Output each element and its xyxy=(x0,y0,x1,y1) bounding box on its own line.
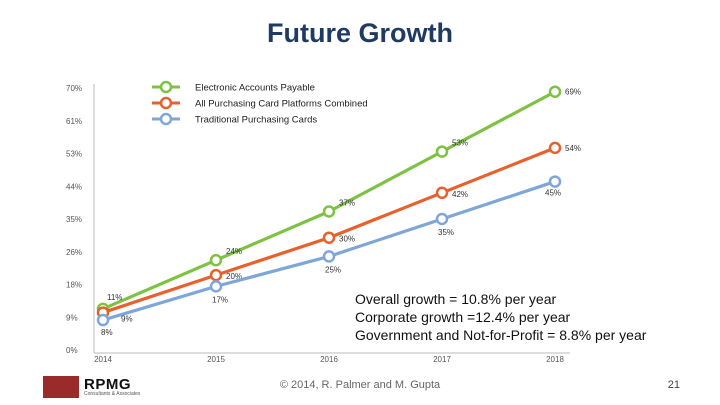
copyright-footer: © 2014, R. Palmer and M. Gupta xyxy=(279,379,441,391)
x-tick-label: 2015 xyxy=(207,355,225,364)
data-point xyxy=(548,141,562,155)
series-1: 11% 24% 37% 53% 69% xyxy=(96,85,581,316)
data-point xyxy=(548,85,562,98)
data-label: 25% xyxy=(325,265,341,274)
data-point xyxy=(548,175,562,188)
data-label: 69% xyxy=(565,88,581,97)
x-tick-labels: 2014 2015 2016 2017 2018 xyxy=(94,355,564,364)
legend-label: All Purchasing Card Platforms Combined xyxy=(195,99,368,110)
logo-subtitle: Consultants & Associates xyxy=(84,391,141,397)
legend-label: Electronic Accounts Payable xyxy=(195,83,315,94)
data-point xyxy=(322,231,336,244)
data-point xyxy=(322,205,336,218)
x-tick-label: 2018 xyxy=(546,355,564,364)
logo-name: RPMG xyxy=(84,376,131,393)
data-label: 35% xyxy=(438,228,454,237)
data-label: 54% xyxy=(565,144,581,153)
x-tick-label: 2014 xyxy=(94,355,112,364)
data-label: 11% xyxy=(107,293,122,302)
note-overall-growth: Overall growth = 10.8% per year xyxy=(355,291,557,307)
legend-item: Traditional Purchasing Cards xyxy=(152,112,317,126)
data-point xyxy=(209,253,223,267)
y-tick-label: 70% xyxy=(66,84,82,93)
x-tick-label: 2017 xyxy=(433,355,451,364)
y-tick-label: 0% xyxy=(66,346,78,355)
note-corporate-growth: Corporate growth =12.4% per year xyxy=(355,309,571,325)
data-label: 42% xyxy=(452,190,468,199)
series-2: 20% 30% 42% 54% xyxy=(96,141,581,319)
legend-swatch-marker xyxy=(159,96,173,110)
y-tick-label: 18% xyxy=(66,281,82,290)
y-tick-labels: 0% 9% 18% 26% 35% 44% 53% 61% 70% xyxy=(66,84,82,355)
data-label: 30% xyxy=(339,235,355,244)
data-point xyxy=(96,313,110,327)
chart-legend: Electronic Accounts Payable All Purchasin… xyxy=(152,80,368,126)
page-number: 21 xyxy=(667,379,680,391)
data-point xyxy=(435,186,449,200)
data-point xyxy=(209,268,223,282)
growth-notes: Overall growth = 10.8% per year Corporat… xyxy=(355,290,715,344)
x-tick-label: 2016 xyxy=(320,355,338,364)
legend-swatch-marker xyxy=(159,80,173,94)
legend-item: Electronic Accounts Payable xyxy=(152,80,315,94)
legend-swatch-marker xyxy=(159,112,173,126)
series-line xyxy=(102,146,556,315)
y-tick-label: 44% xyxy=(66,182,82,191)
data-label: 37% xyxy=(339,199,355,208)
rpmg-logo: RPMG Consultants & Associates xyxy=(43,376,161,398)
data-label: 8% xyxy=(101,328,113,337)
data-label: 53% xyxy=(452,139,468,148)
data-label: 45% xyxy=(545,189,561,198)
data-point xyxy=(435,145,449,158)
chart-axes xyxy=(93,84,570,354)
y-tick-label: 26% xyxy=(66,248,82,257)
series-line xyxy=(102,90,556,311)
y-tick-label: 35% xyxy=(66,215,82,224)
series-3: 8% 17% 25% 35% 45% xyxy=(96,175,562,337)
y-tick-label: 61% xyxy=(66,117,82,126)
slide-title: Future Growth xyxy=(267,18,453,48)
legend-label: Traditional Purchasing Cards xyxy=(195,115,317,126)
series-lines: 11% 24% 37% 53% 69% 20% 30% 42% 54% 8% 17% 25% 35% 45… xyxy=(96,85,581,337)
data-point xyxy=(322,250,336,263)
data-label: 24% xyxy=(226,247,242,256)
logo-mark xyxy=(43,376,79,398)
y-tick-label: 9% xyxy=(66,313,78,322)
data-label: 17% xyxy=(212,295,228,304)
data-label: 20% xyxy=(226,272,242,281)
note-government-growth: Government and Not-for-Profit = 8.8% per… xyxy=(355,327,647,343)
y-tick-label: 53% xyxy=(66,150,82,159)
legend-item: All Purchasing Card Platforms Combined xyxy=(152,96,368,110)
data-point xyxy=(209,280,223,293)
data-label: 9% xyxy=(121,314,133,323)
data-point xyxy=(435,212,449,226)
